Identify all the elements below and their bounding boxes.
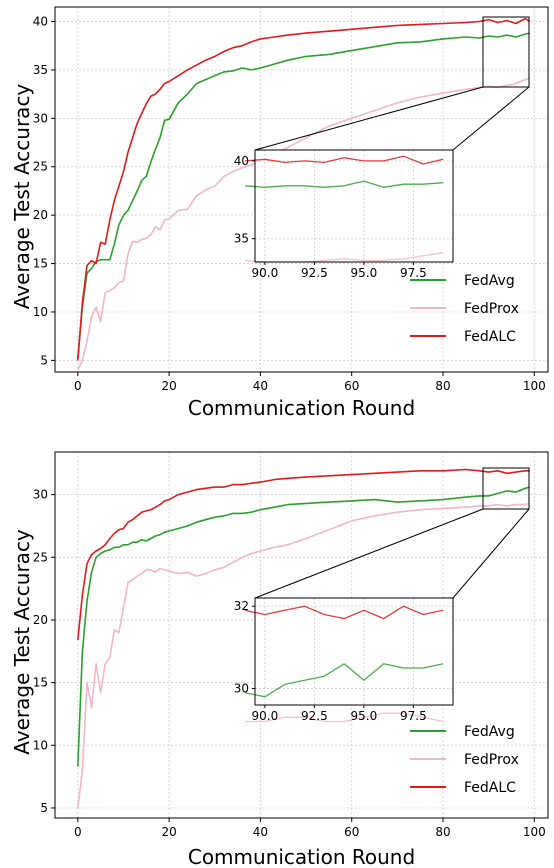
plot-frame: [54, 451, 549, 819]
x-axis-label: Communication Round: [188, 396, 415, 420]
legend: FedAvg FedProx FedALC: [410, 724, 519, 796]
inset-x-tick-label: 97.5: [400, 709, 427, 723]
inset-x-tick-label: 95.0: [351, 709, 378, 723]
y-tick-label: 30: [33, 111, 48, 125]
y-tick-label: 15: [33, 676, 48, 690]
inset-x-tick-label: 95.0: [351, 266, 378, 280]
inset-y-tick-label: 30: [234, 682, 249, 696]
zoom-box: [482, 467, 530, 510]
legend: FedAvg FedProx FedALC: [410, 273, 519, 345]
inset-chart: 90.0 92.5 95.0 97.5 30 32: [234, 597, 454, 723]
inset-area: [255, 150, 453, 262]
x-tick-label: 0: [74, 825, 82, 839]
inset-y-tick-label: 35: [234, 232, 249, 246]
inset-series-line-fedavg: [244, 663, 444, 698]
series-line-fedprox: [77, 76, 531, 371]
inset-series-line-fedalc: [245, 155, 444, 165]
y-tick-label: 15: [33, 257, 48, 271]
x-tick-label: 40: [253, 825, 268, 839]
series-line-fedavg: [77, 32, 530, 359]
zoom-box: [482, 16, 530, 88]
legend-label-fedavg: FedAvg: [464, 724, 515, 740]
zoom-connector: [452, 508, 530, 599]
inset-frame: [254, 149, 454, 263]
inset-area: [255, 598, 453, 705]
legend-label-fedprox: FedProx: [464, 301, 519, 317]
series-line-fedalc: [77, 468, 530, 641]
x-tick-label: 0: [74, 379, 82, 393]
zoom-connector: [452, 86, 530, 151]
zoom-connector: [254, 508, 484, 599]
inset-x-tick-label: 92.5: [301, 266, 328, 280]
y-axis-label: Average Test Accuracy: [10, 529, 34, 755]
y-tick-label: 5: [40, 801, 48, 815]
y-tick-label: 5: [40, 353, 48, 367]
inset-frame: [254, 597, 454, 706]
x-tick-label: 80: [435, 825, 450, 839]
y-tick-label: 35: [33, 63, 48, 77]
series-line-fedalc: [77, 17, 531, 361]
chart-panel-2: 0 20 40 60 80 100 5 10 15 20 25 30 Communication Rou…: [10, 451, 549, 868]
inset-x-tick-label: 90.0: [252, 266, 279, 280]
plot-frame: [54, 6, 549, 373]
inset-x-tick-label: 90.0: [252, 709, 279, 723]
y-tick-label: 25: [33, 160, 48, 174]
y-tick-label: 20: [33, 208, 48, 222]
legend-label-fedalc: FedALC: [464, 329, 516, 345]
y-tick-label: 25: [33, 550, 48, 564]
inset-series-line-fedavg: [245, 180, 444, 188]
legend-label-fedprox: FedProx: [464, 752, 519, 768]
inset-y-tick-label: 32: [234, 599, 249, 613]
series-line-fedprox: [77, 502, 530, 809]
y-tick-label: 10: [33, 738, 48, 752]
inset-chart: 90.0 92.5 95.0 97.5 35 40: [234, 149, 454, 280]
x-tick-label: 100: [523, 825, 546, 839]
inset-y-tick-label: 40: [234, 154, 249, 168]
x-axis-label: Communication Round: [188, 845, 415, 868]
y-tick-label: 10: [33, 305, 48, 319]
inset-x-tick-label: 92.5: [301, 709, 328, 723]
x-tick-label: 80: [435, 379, 450, 393]
x-tick-label: 20: [161, 379, 176, 393]
inset-series-line-fedprox: [245, 712, 444, 723]
x-tick-label: 40: [253, 379, 268, 393]
inset-x-tick-label: 97.5: [400, 266, 427, 280]
x-tick-label: 20: [161, 825, 176, 839]
series-line-fedavg: [77, 486, 530, 767]
zoom-connector: [254, 86, 484, 151]
legend-label-fedavg: FedAvg: [464, 273, 515, 289]
inset-series-line-fedalc: [244, 605, 444, 620]
chart-panel-1: 0 20 40 60 80 100 5 10 15 20 25 30 35 40 Communication…: [10, 6, 549, 420]
y-tick-label: 40: [33, 15, 48, 29]
legend-label-fedalc: FedALC: [464, 780, 516, 796]
y-tick-label: 20: [33, 613, 48, 627]
x-tick-label: 60: [344, 379, 359, 393]
y-axis-label: Average Test Accuracy: [10, 84, 34, 310]
x-tick-label: 100: [523, 379, 546, 393]
y-tick-label: 30: [33, 488, 48, 502]
x-tick-label: 60: [344, 825, 359, 839]
